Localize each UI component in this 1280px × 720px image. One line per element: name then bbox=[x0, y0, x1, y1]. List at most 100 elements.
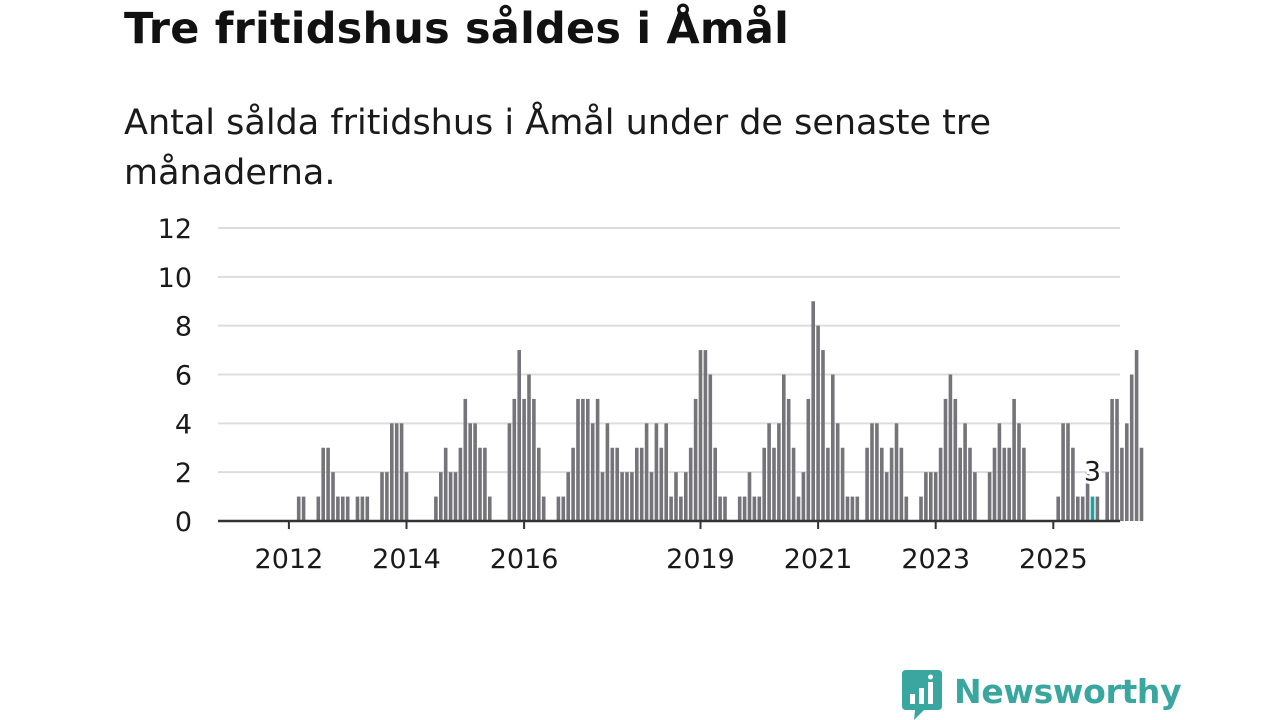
x-axis-labels: 2012 2014 2016 2019 2021 2023 2025 bbox=[255, 521, 1088, 575]
bar bbox=[385, 472, 389, 521]
bar bbox=[933, 472, 938, 521]
bar bbox=[571, 447, 575, 521]
bar bbox=[1129, 374, 1134, 521]
bar bbox=[296, 496, 301, 521]
newsworthy-logo-icon bbox=[902, 670, 942, 720]
bar bbox=[507, 423, 512, 521]
bar bbox=[483, 447, 487, 521]
brand-logo: Newsworthy bbox=[902, 668, 1182, 720]
bar bbox=[532, 398, 536, 521]
bar bbox=[605, 423, 610, 521]
bar bbox=[458, 447, 463, 521]
bar bbox=[1105, 472, 1109, 521]
bar bbox=[1061, 423, 1065, 521]
bar bbox=[688, 447, 693, 521]
bar bbox=[1022, 447, 1026, 521]
bar bbox=[595, 398, 600, 521]
bar bbox=[541, 496, 546, 521]
bar bbox=[811, 301, 815, 521]
bar bbox=[404, 472, 409, 521]
bar bbox=[708, 374, 713, 521]
bar bbox=[316, 496, 321, 521]
bar bbox=[517, 350, 521, 521]
bar bbox=[1110, 398, 1114, 521]
bar bbox=[586, 398, 590, 521]
bar bbox=[1139, 447, 1144, 521]
y-tick-label: 2 bbox=[175, 458, 192, 489]
y-tick-label: 4 bbox=[175, 409, 192, 440]
bars bbox=[296, 301, 1144, 521]
bar bbox=[963, 423, 967, 521]
bar bbox=[360, 496, 365, 521]
bar bbox=[453, 472, 458, 521]
x-tick-label: 2025 bbox=[1019, 544, 1088, 575]
highlight-value-label: 3 bbox=[1084, 457, 1101, 488]
bar bbox=[527, 374, 531, 521]
bar bbox=[399, 423, 404, 521]
y-tick-label: 12 bbox=[158, 214, 192, 245]
bar bbox=[1120, 447, 1124, 521]
bar bbox=[341, 496, 345, 521]
bar bbox=[1017, 423, 1021, 521]
bar bbox=[664, 423, 668, 521]
bar bbox=[796, 496, 801, 521]
bar bbox=[723, 496, 727, 521]
bar bbox=[880, 447, 884, 521]
bar bbox=[816, 325, 820, 521]
data-labels: 3 bbox=[1081, 454, 1104, 491]
bar bbox=[468, 423, 472, 521]
bar bbox=[821, 350, 825, 521]
bar bbox=[899, 447, 904, 521]
bar bbox=[512, 398, 517, 521]
bar bbox=[1071, 447, 1075, 521]
bar bbox=[806, 398, 811, 521]
brand-name: Newsworthy bbox=[954, 672, 1182, 711]
bar bbox=[831, 374, 835, 521]
bar bbox=[1002, 447, 1007, 521]
bar bbox=[826, 447, 830, 521]
bar bbox=[1080, 496, 1085, 521]
bar bbox=[987, 472, 992, 521]
bar bbox=[943, 398, 948, 521]
bar bbox=[929, 472, 933, 521]
bar bbox=[958, 447, 962, 521]
bar bbox=[669, 496, 673, 521]
bar bbox=[336, 496, 340, 521]
bar bbox=[443, 447, 448, 521]
bar bbox=[845, 496, 850, 521]
bar bbox=[953, 398, 958, 521]
bar bbox=[439, 472, 443, 521]
bar bbox=[473, 423, 477, 521]
bar bbox=[948, 374, 953, 521]
bar bbox=[938, 447, 943, 521]
bar-chart: 0 2 4 6 8 10 12 2012 2014 2016 2019 2021 2023 2025 3 bbox=[158, 214, 1144, 575]
gridlines bbox=[218, 227, 1120, 474]
bar bbox=[630, 472, 634, 521]
bar bbox=[997, 423, 1002, 521]
bar bbox=[654, 423, 659, 521]
bar bbox=[835, 423, 840, 521]
x-tick-label: 2016 bbox=[490, 544, 559, 575]
bar bbox=[345, 496, 350, 521]
bar bbox=[478, 447, 482, 521]
bar bbox=[537, 447, 541, 521]
bar bbox=[556, 496, 561, 521]
bar bbox=[326, 447, 330, 521]
bar bbox=[693, 398, 698, 521]
bar bbox=[1056, 496, 1060, 521]
bar bbox=[855, 496, 860, 521]
bar bbox=[566, 472, 570, 521]
bar bbox=[718, 496, 722, 521]
bar bbox=[390, 423, 394, 521]
bar bbox=[1115, 398, 1119, 521]
bar bbox=[870, 423, 874, 521]
bar bbox=[698, 350, 703, 521]
bar bbox=[884, 472, 889, 521]
bar bbox=[463, 398, 468, 521]
y-tick-label: 6 bbox=[175, 361, 192, 392]
bar bbox=[620, 472, 624, 521]
bar bbox=[639, 447, 644, 521]
bar bbox=[684, 472, 688, 521]
bar bbox=[365, 496, 370, 521]
bar bbox=[762, 447, 766, 521]
